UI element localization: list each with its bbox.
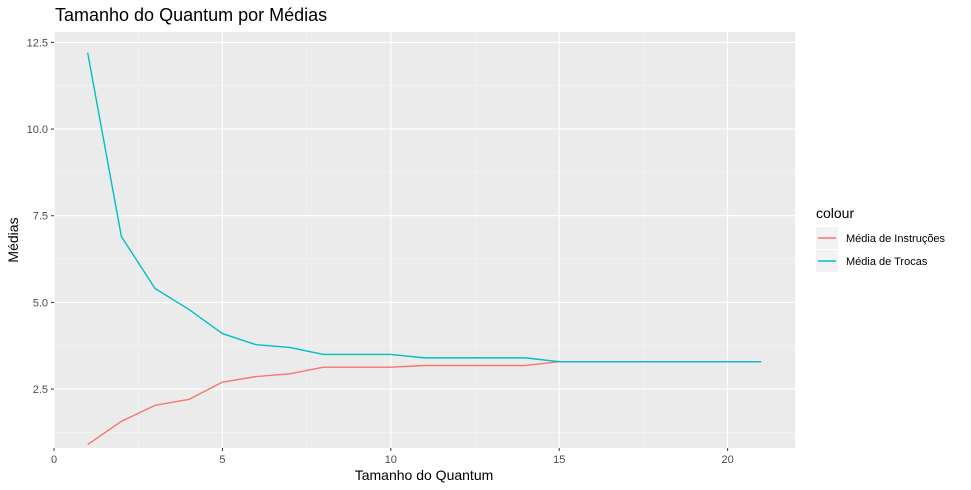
x-axis-ticks: 0 5 10 15 20 (51, 448, 734, 466)
y-tick-label: 10.0 (27, 124, 48, 136)
chart-title: Tamanho do Quantum por Médias (55, 5, 327, 25)
y-tick-label: 2.5 (33, 384, 48, 396)
series-line-m-dia-de-trocas (86, 52, 762, 363)
y-axis-ticks: 2.5 5.0 7.5 10.0 12.5 (27, 37, 54, 396)
legend-label: Média de Trocas (846, 256, 928, 268)
y-tick-label: 7.5 (33, 211, 48, 223)
x-tick-label: 5 (219, 454, 225, 466)
x-tick-label: 0 (51, 454, 57, 466)
minor-gridlines (54, 32, 795, 448)
legend: colour Média de Instruções Média de Troca… (816, 205, 946, 272)
legend-item: Média de Instruções (816, 227, 946, 249)
x-tick-label: 10 (385, 454, 397, 466)
x-axis-title: Tamanho do Quantum (355, 467, 494, 483)
y-tick-label: 5.0 (33, 297, 48, 309)
legend-item: Média de Trocas (816, 250, 928, 272)
plot-panel (54, 32, 795, 448)
x-tick-label: 15 (553, 454, 565, 466)
legend-label: Média de Instruções (846, 233, 946, 245)
major-gridlines (53, 32, 795, 448)
y-axis-title: Médias (5, 217, 21, 262)
x-tick-label: 20 (722, 454, 734, 466)
legend-title: colour (816, 205, 854, 221)
y-tick-label: 12.5 (27, 37, 48, 49)
series-lines (86, 52, 762, 446)
